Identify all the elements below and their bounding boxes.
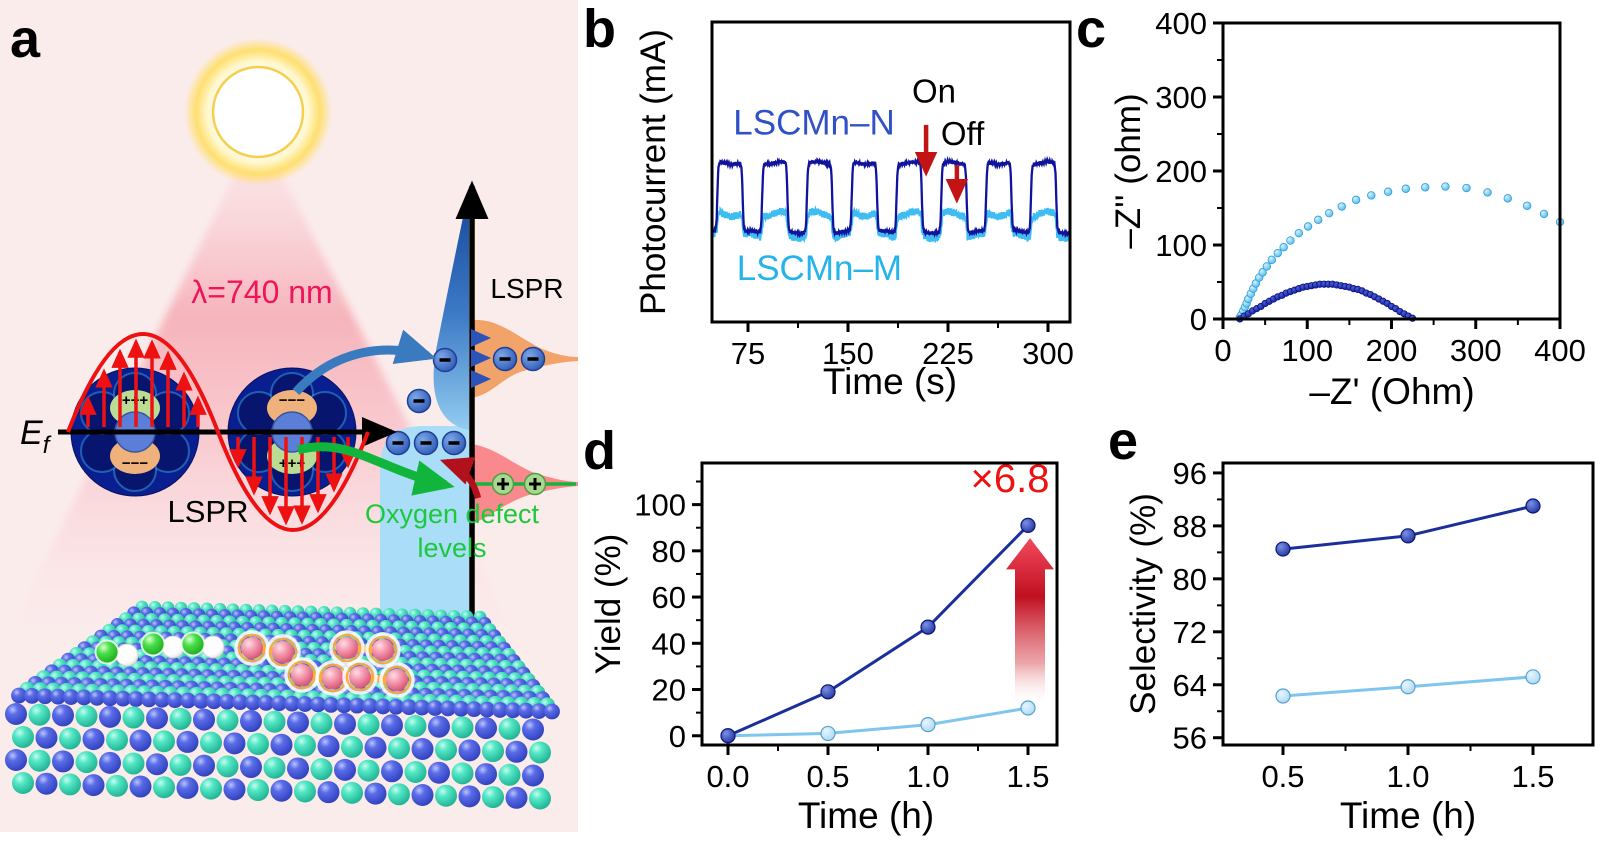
panel-b-label: b bbox=[583, 0, 616, 59]
svg-text:–Z' (Ohm): –Z' (Ohm) bbox=[1309, 371, 1474, 412]
svg-text:300: 300 bbox=[1450, 333, 1502, 368]
svg-text:200: 200 bbox=[1366, 333, 1418, 368]
svg-text:1.5: 1.5 bbox=[1006, 759, 1049, 794]
panel-b-photocurrent-chart: LSCMn–M LSCMn–N On Off 75 150 225 300 Time (s) Ph… bbox=[560, 0, 1090, 425]
svg-text:80: 80 bbox=[652, 534, 686, 569]
svg-text:56: 56 bbox=[1173, 721, 1207, 756]
svg-text:–Z'' (ohm): –Z'' (ohm) bbox=[1109, 93, 1148, 248]
svg-text:75: 75 bbox=[731, 336, 765, 371]
recombination-arrow bbox=[439, 456, 482, 499]
svg-text:1.5: 1.5 bbox=[1511, 759, 1554, 794]
adsorbates bbox=[94, 630, 415, 698]
svg-text:Time (h): Time (h) bbox=[798, 795, 934, 836]
electrons bbox=[385, 346, 546, 456]
svg-text:200: 200 bbox=[1155, 154, 1207, 189]
svg-text:60: 60 bbox=[652, 580, 686, 615]
panel-a-schematic: λ=740 nm bbox=[0, 0, 578, 832]
svg-text:0: 0 bbox=[1214, 333, 1231, 368]
svg-text:100: 100 bbox=[1281, 333, 1333, 368]
svg-text:LSCMn–M: LSCMn–M bbox=[737, 249, 902, 288]
svg-text:100: 100 bbox=[1155, 228, 1207, 263]
svg-text:100: 100 bbox=[634, 488, 686, 523]
svg-text:−−−: −−− bbox=[122, 455, 149, 472]
svg-text:96: 96 bbox=[1173, 456, 1207, 491]
svg-text:72: 72 bbox=[1173, 615, 1207, 650]
injection-arrows bbox=[471, 329, 491, 388]
svg-text:1.0: 1.0 bbox=[1386, 759, 1429, 794]
svg-text:LSCMn–N: LSCMn–N bbox=[733, 104, 894, 143]
svg-text:Photocurrent (mA): Photocurrent (mA) bbox=[634, 29, 673, 315]
svg-text:Time (s): Time (s) bbox=[823, 361, 957, 402]
svg-text:64: 64 bbox=[1173, 668, 1207, 703]
svg-text:1.0: 1.0 bbox=[906, 759, 949, 794]
panel-a-label: a bbox=[10, 9, 41, 69]
svg-text:225: 225 bbox=[922, 336, 974, 371]
oxygen-defect-label-1: Oxygen defect bbox=[365, 499, 540, 529]
panel-c-label: c bbox=[1076, 0, 1107, 59]
svg-text:40: 40 bbox=[652, 626, 686, 661]
panel-e-label: e bbox=[1108, 411, 1139, 471]
lspr-axis-label: LSPR bbox=[490, 273, 563, 304]
sine-wave bbox=[66, 331, 370, 533]
panel-d-yield-chart: ×6.8 0.0 0.5 1.0 1.5 0 20 40 60 80 100 Time (h) Yiel… bbox=[560, 420, 1072, 848]
svg-text:20: 20 bbox=[652, 673, 686, 708]
hole-1 bbox=[491, 472, 515, 496]
svg-text:Off: Off bbox=[941, 115, 985, 152]
svg-text:0: 0 bbox=[1190, 302, 1207, 337]
svg-text:0: 0 bbox=[669, 719, 686, 754]
svg-text:400: 400 bbox=[1534, 333, 1586, 368]
svg-text:−−−: −−− bbox=[279, 392, 306, 409]
wavelength-label: λ=740 nm bbox=[191, 274, 332, 310]
panel-d-label: d bbox=[583, 421, 616, 481]
svg-text:300: 300 bbox=[1155, 80, 1207, 115]
svg-text:0.5: 0.5 bbox=[1261, 759, 1304, 794]
svg-text:400: 400 bbox=[1155, 6, 1207, 41]
electron-transfer-arrow bbox=[292, 329, 437, 396]
oxygen-defect-label-2: levels bbox=[417, 533, 486, 563]
svg-text:On: On bbox=[912, 72, 956, 109]
svg-text:Time (h): Time (h) bbox=[1340, 795, 1476, 836]
dos-curve bbox=[433, 198, 469, 430]
defect-transfer-arrow bbox=[296, 442, 455, 496]
svg-text:300: 300 bbox=[1022, 336, 1074, 371]
lspr-bottom-label: LSPR bbox=[168, 494, 249, 529]
svg-text:0.5: 0.5 bbox=[806, 759, 849, 794]
panel-e-selectivity-chart: 0.5 1.0 1.5 56 64 72 80 88 96 Time (h) Selectivity… bbox=[1090, 420, 1615, 848]
svg-text:Yield (%): Yield (%) bbox=[589, 534, 628, 675]
svg-text:0.0: 0.0 bbox=[706, 759, 749, 794]
svg-text:88: 88 bbox=[1173, 509, 1207, 544]
svg-text:80: 80 bbox=[1173, 562, 1207, 597]
hole-2 bbox=[523, 472, 547, 496]
fermi-label: Ef bbox=[20, 414, 52, 459]
panel-c-impedance-chart: 0 100 200 300 400 0 100 200 300 400 –Z' (Ohm) –Z'' … bbox=[1090, 0, 1615, 423]
sun-icon bbox=[211, 65, 305, 159]
svg-text:150: 150 bbox=[822, 336, 874, 371]
svg-text:Selectivity (%): Selectivity (%) bbox=[1124, 493, 1163, 715]
